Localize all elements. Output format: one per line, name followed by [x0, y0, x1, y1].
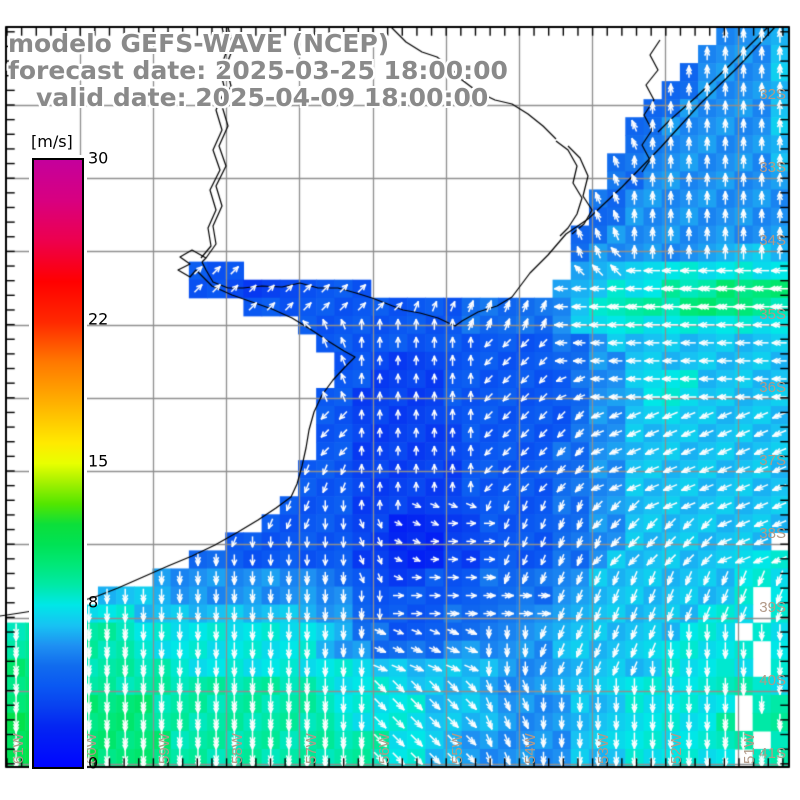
colorbar-gradient: [32, 158, 84, 769]
lon-label-61W: 61W: [10, 733, 27, 764]
lon-label-58W: 58W: [229, 733, 246, 764]
lat-label-39S: 39S: [759, 599, 786, 616]
lon-label-51W: 51W: [741, 733, 758, 764]
colorbar-tick-30: 30: [88, 148, 109, 168]
lon-label-59W: 59W: [156, 733, 173, 764]
colorbar-unit-label: [m/s]: [31, 132, 73, 151]
forecast-date-label: forecast date: 2025-03-25 18:00:00: [8, 56, 508, 85]
colorbar-tick-22: 22: [88, 309, 109, 329]
colorbar-tick-15: 15: [88, 451, 109, 470]
colorbar: [29, 155, 87, 772]
lon-label-54W: 54W: [522, 733, 539, 764]
lat-label-41S: 41S: [759, 745, 786, 762]
model-title: modelo GEFS-WAVE (NCEP): [8, 29, 390, 58]
colorbar-tick-0: 0: [88, 753, 99, 773]
lat-label-37S: 37S: [759, 452, 786, 469]
lon-label-52W: 52W: [668, 733, 685, 764]
lon-label-55W: 55W: [449, 733, 466, 764]
valid-date-label: valid date: 2025-04-09 18:00:00: [36, 83, 489, 112]
lat-label-38S: 38S: [759, 525, 786, 542]
lat-label-36S: 36S: [759, 379, 786, 396]
lon-label-53W: 53W: [595, 733, 612, 764]
lat-label-40S: 40S: [759, 672, 786, 689]
lat-label-32S: 32S: [759, 86, 786, 103]
lat-label-33S: 33S: [759, 159, 786, 176]
lat-label-35S: 35S: [759, 306, 786, 323]
lon-label-57W: 57W: [303, 733, 320, 764]
colorbar-tick-8: 8: [88, 592, 99, 612]
lon-label-56W: 56W: [376, 733, 393, 764]
lat-label-34S: 34S: [759, 232, 786, 249]
